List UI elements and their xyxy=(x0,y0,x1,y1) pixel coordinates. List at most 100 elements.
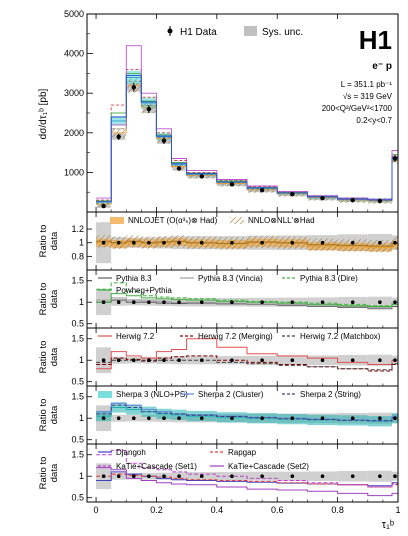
ratio-data-point xyxy=(350,474,355,479)
ratio-line-1-1 xyxy=(96,297,398,308)
ratio-data-point xyxy=(101,358,106,363)
data-point xyxy=(161,138,167,143)
data-point xyxy=(290,191,295,197)
ratio-data-point xyxy=(177,416,181,421)
ratio-data-point xyxy=(320,416,325,421)
ratio-data-point xyxy=(199,474,204,479)
ratio-y-tick-label-2-2: 1.5 xyxy=(71,334,84,344)
ratio-y-tick-label-0-2: 1.2 xyxy=(71,224,84,234)
ratio-data-point xyxy=(147,300,151,305)
data-point xyxy=(350,197,355,203)
legend-data-label: H1 Data xyxy=(180,27,217,38)
data-point xyxy=(392,156,398,161)
ratio-data-point xyxy=(116,416,121,421)
ratio-data-point xyxy=(350,300,355,305)
ratio-legend-label-2-0: Herwig 7.2 xyxy=(116,332,155,341)
ratio-data-point xyxy=(320,474,325,479)
ratio-legend-label-0-0: NNLOJET (O(α³ₛ)⊗ Had) xyxy=(128,216,218,225)
info-line-3: 200<Q²/GeV²<1700 xyxy=(322,104,393,113)
y-tick-label-4: 5000 xyxy=(64,9,84,19)
ratio-data-point xyxy=(101,416,106,421)
ratio-data-point xyxy=(177,300,181,305)
ratio-data-point xyxy=(290,240,295,245)
data-point xyxy=(101,203,106,209)
ratio-data-point xyxy=(378,240,382,245)
ratio-data-point xyxy=(101,240,106,245)
info-line-1: L = 351.1 pb⁻¹ xyxy=(341,80,393,89)
ratio-y-label-b-3: data xyxy=(49,405,60,424)
experiment-label: H1 xyxy=(359,25,392,55)
ratio-line-2-2 xyxy=(96,359,398,371)
ratio-line-4-1 xyxy=(96,473,398,488)
ratio-data-point xyxy=(177,474,181,479)
ratio-data-point xyxy=(132,358,136,363)
ratio-data-point xyxy=(162,416,166,421)
ratio-data-point xyxy=(350,240,355,245)
ratio-y-label-2: Ratio to xyxy=(38,341,49,374)
ratio-data-point xyxy=(393,300,397,305)
ratio-y-tick-label-3-2: 1.5 xyxy=(71,392,84,402)
data-point xyxy=(259,188,265,193)
ratio-data-point xyxy=(177,358,181,363)
ratio-data-point xyxy=(132,416,136,421)
ratio-line-3-2 xyxy=(96,404,398,422)
ratio-legend-label-4-2: KaTie+Cascade (Set1) xyxy=(116,462,197,471)
info-line-0: e⁻ p xyxy=(372,61,392,72)
ratio-line-4-3 xyxy=(96,467,398,497)
x-tick-label-2: 0.4 xyxy=(211,505,224,515)
ratio-data-point xyxy=(393,240,397,245)
ratio-y-label-1: Ratio to xyxy=(38,283,49,316)
ratio-data-point xyxy=(378,416,382,421)
info-line-2: √s = 319 GeV xyxy=(343,92,393,101)
ratio-data-point xyxy=(101,474,106,479)
ratio-line-2-0 xyxy=(96,338,398,370)
x-tick-label-1: 0.2 xyxy=(150,505,163,515)
ratio-legend-label-4-1: Rapgap xyxy=(228,448,257,457)
ratio-data-point xyxy=(162,240,166,245)
ratio-y-label-b-4: data xyxy=(49,463,60,482)
ratio-y-tick-label-2-0: 0.5 xyxy=(71,377,84,387)
ratio-y-tick-label-4-2: 1.5 xyxy=(71,450,84,460)
ratio-data-point xyxy=(260,358,264,363)
ratio-data-point xyxy=(162,358,166,363)
ratio-data-point xyxy=(116,358,121,363)
prediction-line-4 xyxy=(96,45,398,200)
data-point xyxy=(176,166,182,171)
ratio-data-point xyxy=(199,358,204,363)
ratio-data-point xyxy=(350,416,355,421)
ratio-data-point xyxy=(290,474,295,479)
data-point xyxy=(131,85,137,90)
ratio-line-1-3 xyxy=(96,293,398,307)
ratio-data-point xyxy=(147,474,151,479)
ratio-data-point xyxy=(320,240,325,245)
ratio-y-tick-label-0-1: 1 xyxy=(79,238,84,248)
ratio-legend-label-1-1: Pythia 8.3 (Vincia) xyxy=(198,274,263,283)
ratio-data-point xyxy=(320,358,325,363)
y-tick-label-1: 2000 xyxy=(64,128,84,138)
ratio-data-point xyxy=(393,474,397,479)
ratio-data-point xyxy=(260,416,264,421)
ratio-data-point xyxy=(290,358,295,363)
ratio-data-point xyxy=(116,474,121,479)
ratio-legend-swatch-3-0 xyxy=(98,391,112,398)
ratio-data-point xyxy=(199,240,204,245)
ratio-data-point xyxy=(260,474,264,479)
ratio-y-tick-label-4-0: 0.5 xyxy=(71,493,84,503)
ratio-data-point xyxy=(162,474,166,479)
ratio-data-point xyxy=(132,240,136,245)
y-tick-label-3: 4000 xyxy=(64,49,84,59)
ratio-data-point xyxy=(290,416,295,421)
ratio-data-point xyxy=(230,474,234,479)
ratio-y-tick-label-0-0: 0.8 xyxy=(71,251,84,261)
ratio-y-label-3: Ratio to xyxy=(38,399,49,432)
x-tick-label-4: 0.8 xyxy=(331,505,344,515)
ratio-y-label-b-0: data xyxy=(49,231,60,250)
ratio-y-label-0: Ratio to xyxy=(38,225,49,258)
y-tick-label-2: 3000 xyxy=(64,88,84,98)
ratio-y-tick-label-3-1: 1 xyxy=(79,413,84,423)
ratio-data-point xyxy=(162,300,166,305)
data-point xyxy=(146,106,152,112)
ratio-y-label-b-2: data xyxy=(49,347,60,366)
ratio-data-point xyxy=(199,416,204,421)
